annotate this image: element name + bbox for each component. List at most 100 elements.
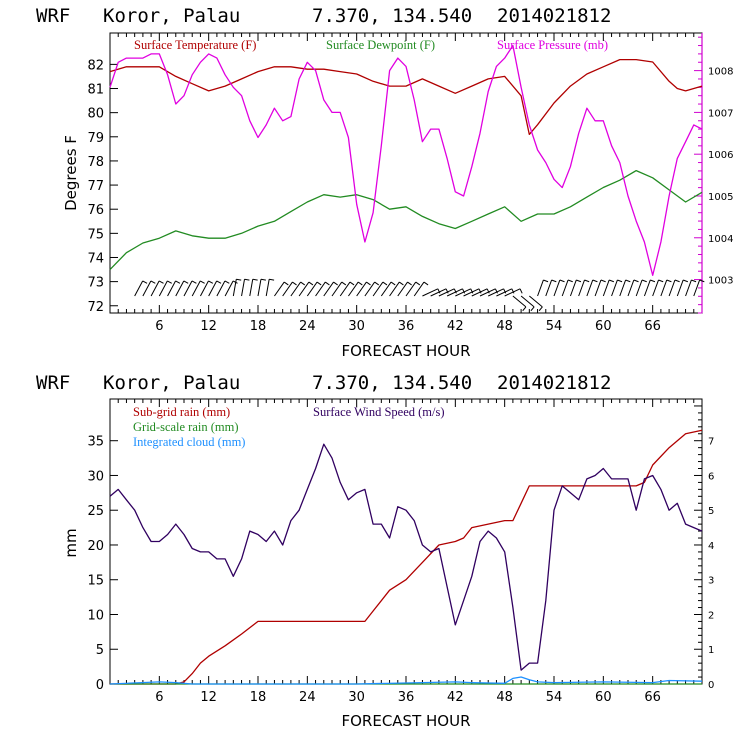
wind-barb [200, 280, 209, 297]
wind-barb-feather [666, 279, 672, 283]
wind-barb-feather [167, 280, 172, 284]
legend-subgrid-rain: Sub-grid rain (mm) [133, 405, 230, 419]
wind-barb-feather [252, 278, 258, 281]
meteogram-panel-bottom: WRF Koror, Palau 7.370, 134.540 20140218… [36, 372, 714, 730]
wind-barb-feather [199, 280, 205, 284]
series-lines [109, 429, 703, 685]
wind-barb-feather [633, 279, 639, 283]
wind-barb-feather [175, 280, 181, 284]
y2-tick-label: 6 [708, 471, 714, 482]
wind-barb [676, 279, 684, 297]
wind-barb-feather [341, 281, 347, 286]
x-tick-label: 24 [299, 319, 316, 334]
wind-barb [257, 279, 262, 297]
wind-barb-feather [625, 279, 631, 283]
wind-barb [545, 279, 553, 297]
x-tick-label: 60 [595, 319, 612, 334]
x-tick-label: 18 [250, 319, 267, 334]
x-axis-label: FORECAST HOUR [341, 342, 470, 360]
y-tick-label: 78 [87, 155, 104, 170]
legend-gridscale-rain: Grid-scale rain (mm) [133, 420, 239, 434]
wind-barb-feather [650, 279, 656, 283]
wind-barb [405, 281, 417, 297]
legend-pressure: Surface Pressure (mb) [497, 38, 608, 52]
x-tick-label: 12 [200, 319, 217, 334]
wind-barb-feather [462, 288, 466, 294]
y-tick-label: 77 [87, 179, 104, 194]
wind-barb [446, 288, 463, 297]
series-line-wind-speed [109, 443, 703, 671]
wind-barb [553, 279, 561, 297]
y2-tick-label: 1003 [708, 276, 733, 287]
wind-barb-feather [445, 288, 449, 294]
wind-barb-feather [617, 279, 623, 283]
wind-barb [167, 280, 176, 297]
wind-barb-feather [357, 281, 363, 286]
x-axis-ticks: 6 12 18 24 30 36 42 48 54 60 66 [117, 33, 695, 334]
wind-barb-feather [300, 281, 306, 286]
wind-barb-feather [308, 281, 314, 286]
y-tick-label: 0 [96, 678, 104, 693]
wind-barb-feather [216, 280, 222, 284]
y2-tick-label: 1005 [708, 192, 733, 203]
wind-barb-feather [374, 281, 380, 286]
wind-barb [216, 280, 226, 297]
wind-barb [224, 280, 234, 297]
wind-barb-feather [641, 279, 647, 283]
wind-barb [627, 279, 635, 297]
wind-barb-feather [494, 288, 498, 294]
wind-barb [635, 279, 643, 297]
wind-barb-feather [538, 306, 543, 312]
wind-barb-feather [283, 281, 289, 286]
wind-barb-feather [292, 281, 297, 286]
wind-barb-feather [236, 278, 242, 281]
wind-barb [496, 288, 513, 297]
wind-barb-feather [407, 281, 412, 286]
wind-barb [619, 279, 627, 297]
wind-barb [413, 281, 425, 297]
wind-barb [422, 288, 439, 297]
wind-barb [282, 281, 293, 297]
meteogram-panel-top: WRF Koror, Palau 7.370, 134.540 20140218… [36, 5, 733, 360]
series-lines [109, 44, 703, 277]
y-tick-label: 81 [87, 83, 104, 98]
wind-barb [586, 279, 594, 297]
wind-barb [685, 279, 692, 297]
y-axis-label: Degrees F [62, 135, 80, 211]
wind-barb [306, 281, 318, 297]
wind-barb [537, 279, 544, 297]
wind-barb [488, 288, 504, 297]
wind-barb-feather [576, 279, 582, 283]
x-tick-label: 42 [447, 690, 464, 705]
series-line-cloud [109, 676, 703, 685]
wind-barb-feather [682, 279, 689, 283]
wind-barb [208, 280, 218, 297]
y2-axis-ticks: 1003 1004 1005 1006 1007 1008 [694, 36, 733, 314]
wind-barb-feather [699, 279, 705, 283]
y-tick-label: 5 [96, 643, 104, 658]
x-tick-label: 66 [644, 319, 661, 334]
y2-tick-label: 1 [708, 645, 714, 656]
wind-barb [529, 295, 543, 308]
wind-barb [372, 281, 384, 297]
wind-barb-feather [437, 288, 441, 294]
wind-barb-feather [530, 306, 535, 312]
legend-wind-speed: Surface Wind Speed (m/s) [313, 405, 445, 419]
y-tick-label: 72 [87, 300, 104, 315]
wind-barb [232, 279, 237, 297]
wind-barb-feather [260, 278, 266, 281]
wind-barb [134, 280, 144, 297]
wind-barb-feather [486, 288, 490, 294]
y-tick-label: 80 [87, 107, 104, 122]
y-axis-ticks: 72 73 74 75 76 77 78 79 80 81 82 [87, 58, 118, 315]
wind-barb [578, 279, 585, 297]
y-tick-label: 75 [87, 227, 104, 242]
y-tick-label: 79 [87, 131, 104, 146]
wind-barb-feather [584, 279, 590, 283]
wind-barb [643, 279, 651, 297]
wind-barb [150, 280, 160, 297]
wind-barb [652, 279, 659, 297]
wind-barbs [134, 278, 705, 312]
header-location: Koror, Palau [103, 372, 240, 394]
